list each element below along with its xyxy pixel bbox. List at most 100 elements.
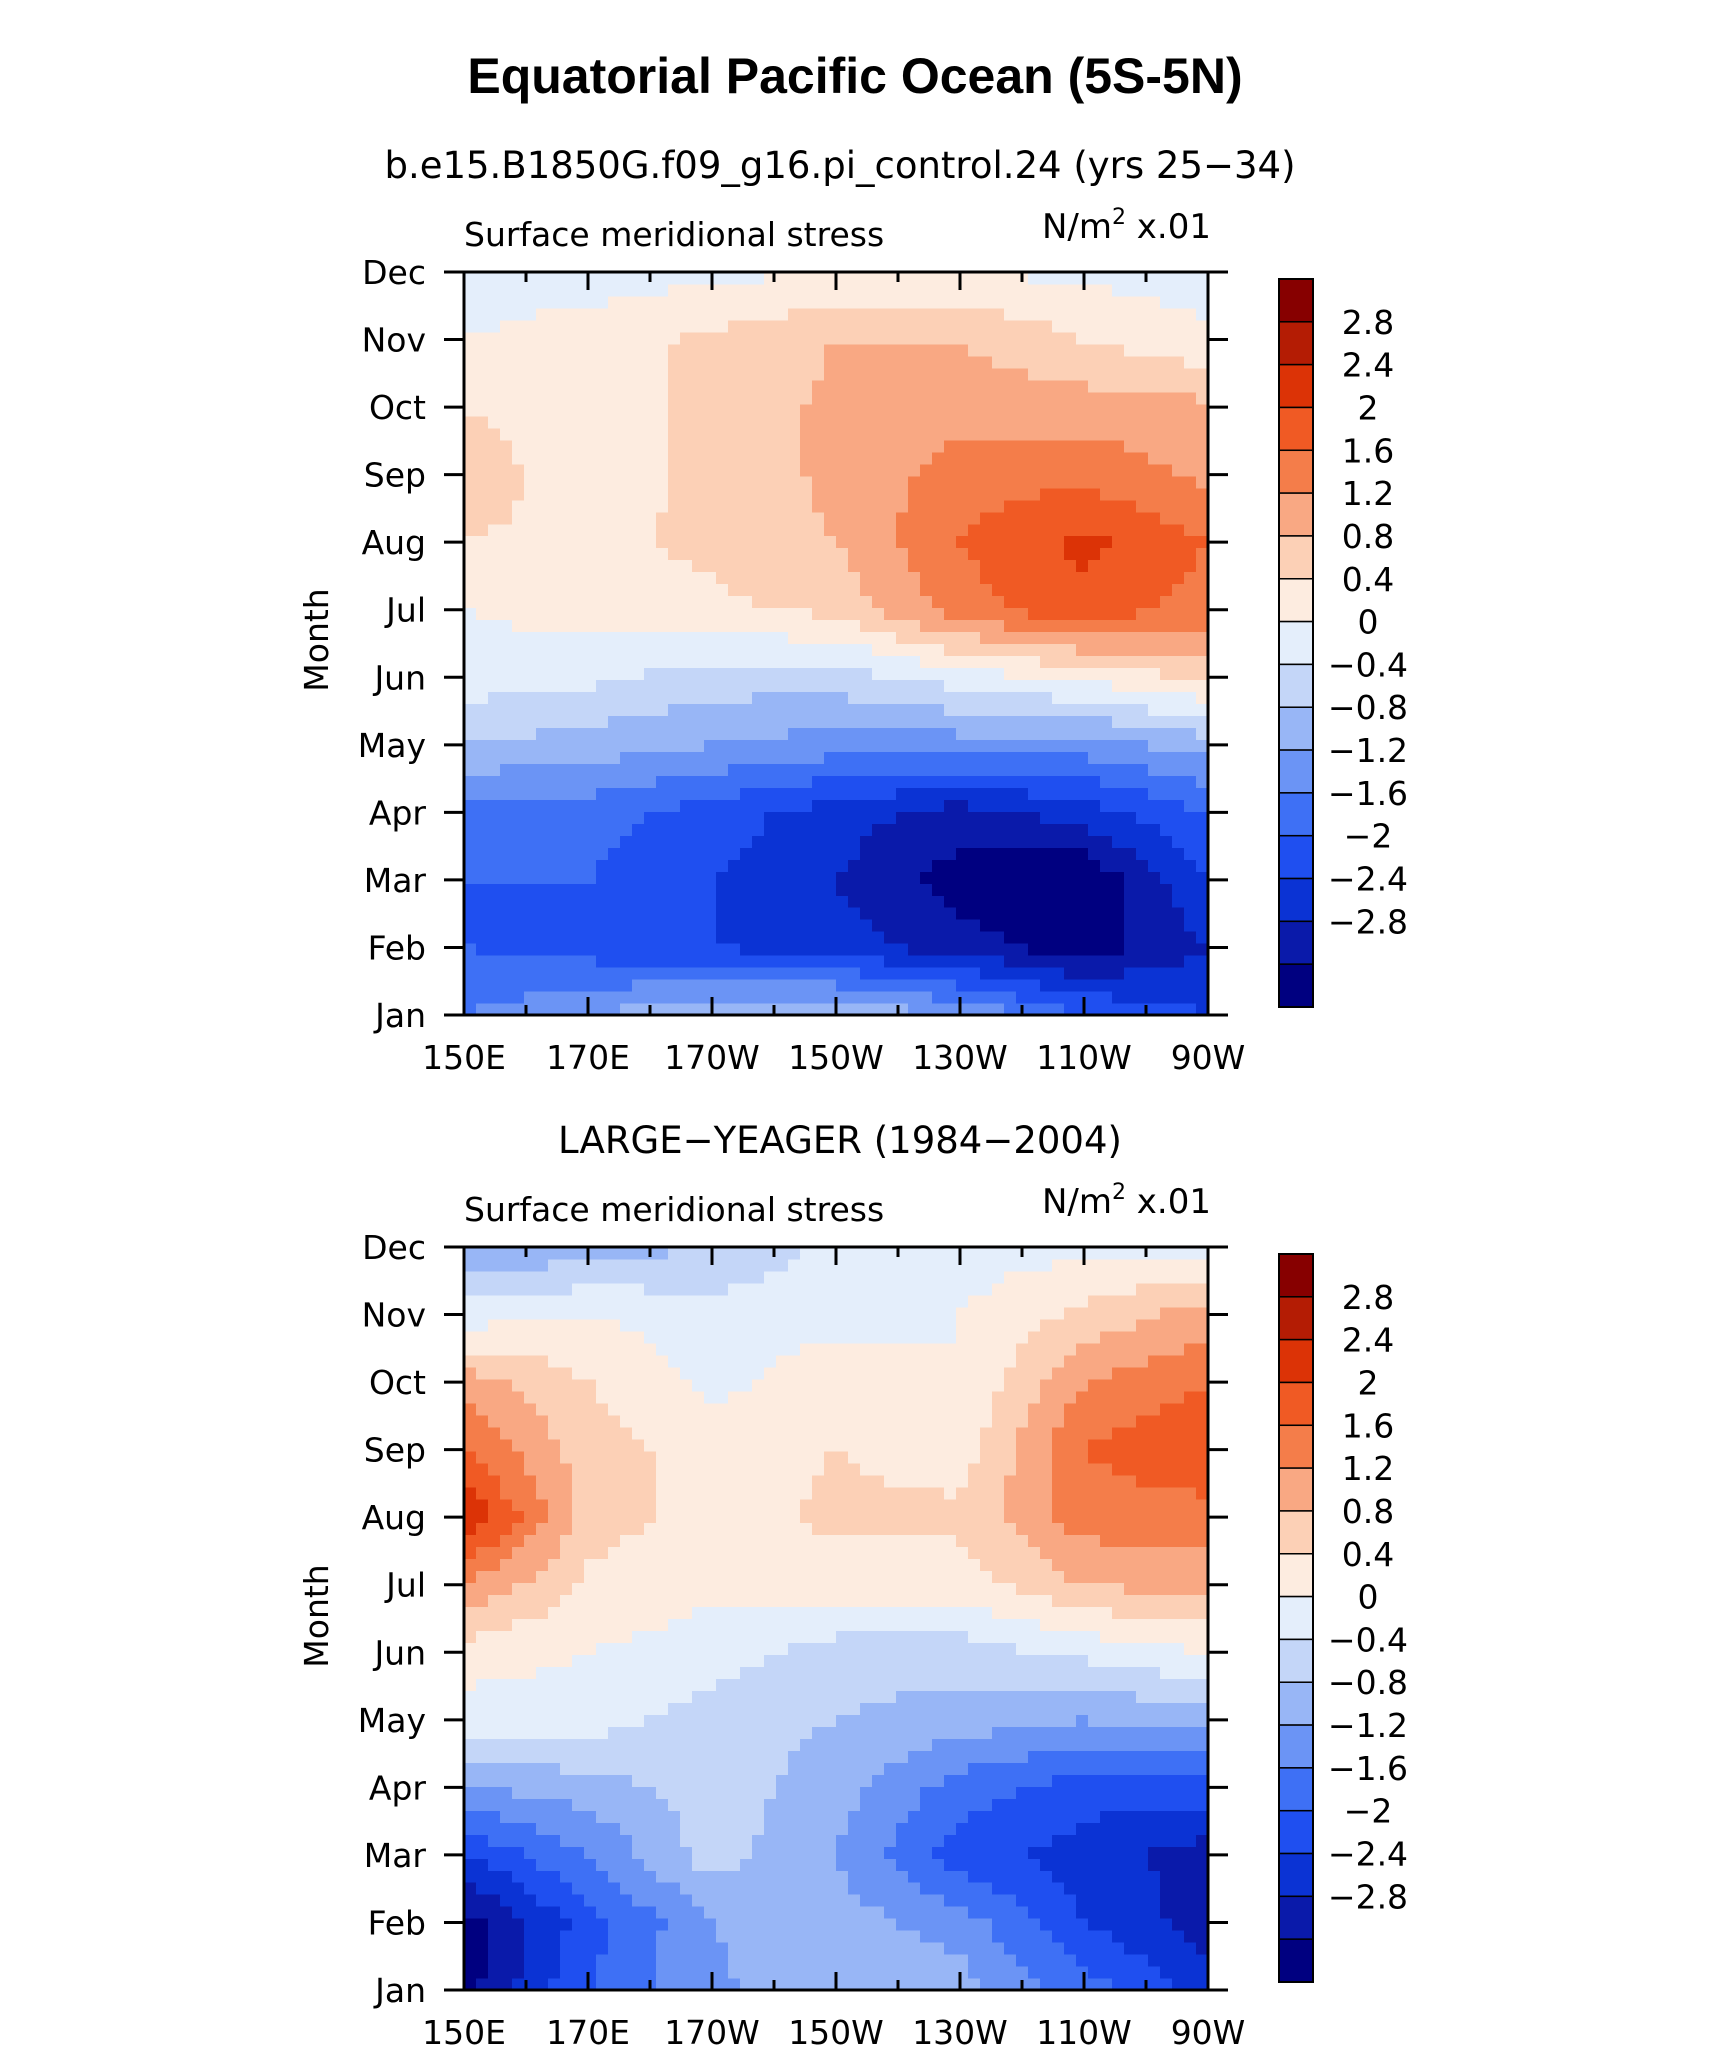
contour-cell [488, 931, 501, 944]
contour-cell [752, 451, 765, 465]
contour-cell [716, 1822, 729, 1835]
contour-cell [548, 283, 561, 297]
x-tick-label: 90W [1171, 1038, 1246, 1077]
contour-cell [572, 607, 585, 621]
contour-cell [1016, 607, 1029, 621]
contour-cell [968, 451, 981, 465]
contour-cell [1124, 607, 1137, 621]
contour-cell [1064, 643, 1077, 657]
contour-cell [980, 427, 993, 441]
contour-cell [788, 295, 801, 309]
contour-cell [584, 1798, 597, 1811]
contour-cell [920, 919, 933, 932]
contour-cell [1064, 355, 1077, 369]
contour-cell [836, 355, 849, 369]
contour-cell [992, 1858, 1005, 1871]
contour-cell [1088, 967, 1101, 980]
contour-cell [896, 667, 909, 681]
contour-cell [1196, 1798, 1209, 1811]
contour-cell [596, 955, 609, 968]
contour-cell [908, 1810, 921, 1823]
contour-cell [884, 547, 897, 561]
contour-cell [488, 307, 501, 321]
contour-cell [812, 811, 825, 824]
contour-cell [464, 343, 477, 357]
contour-cell [800, 943, 813, 956]
contour-cell [704, 391, 717, 405]
colorbar-box [1278, 278, 1314, 323]
contour-cell [860, 295, 873, 309]
contour-cell [608, 415, 621, 429]
contour-cell [1184, 1798, 1197, 1811]
contour-cell [956, 475, 969, 489]
contour-cell [476, 1966, 489, 1979]
contour-cell [740, 1846, 753, 1859]
contour-cell [788, 871, 801, 884]
contour-cell [464, 919, 477, 932]
contour-cell [644, 307, 657, 321]
contour-cell [788, 1894, 801, 1907]
contour-cell [488, 583, 501, 597]
contour-cell [956, 667, 969, 681]
contour-cell [752, 811, 765, 824]
contour-cell [836, 1822, 849, 1835]
contour-cell [1136, 427, 1149, 441]
contour-cell [704, 727, 717, 740]
contour-cell [524, 871, 537, 884]
contour-cell [716, 1846, 729, 1859]
contour-cell [1028, 1003, 1041, 1016]
contour-cell [1136, 1906, 1149, 1919]
contour-cell [1016, 727, 1029, 740]
contour-cell [464, 607, 477, 621]
contour-cell [692, 415, 705, 429]
contour-cell [1064, 691, 1077, 705]
contour-cell [476, 751, 489, 764]
contour-cell [908, 931, 921, 944]
contour-cell [668, 751, 681, 764]
contour-cell [776, 283, 789, 297]
contour-cell [908, 643, 921, 657]
contour-cell [1040, 1966, 1053, 1979]
contour-cell [1100, 1810, 1113, 1823]
contour-cell [1028, 991, 1041, 1004]
contour-cell [812, 535, 825, 549]
contour-cell [836, 703, 849, 716]
contour-cell [968, 751, 981, 764]
contour-cell [512, 475, 525, 489]
contour-cell [1040, 391, 1053, 405]
contour-cell [752, 631, 765, 645]
contour-cell [1040, 907, 1053, 920]
contour-cell [812, 859, 825, 872]
contour-cell [728, 775, 741, 788]
contour-cell [644, 643, 657, 657]
contour-cell [548, 823, 561, 836]
contour-cell [932, 787, 945, 800]
contour-cell [620, 643, 633, 657]
contour-cell [992, 1834, 1005, 1847]
contour-cell [656, 1786, 669, 1799]
contour-cell [632, 919, 645, 932]
contour-cell [932, 1966, 945, 1979]
contour-cell [1028, 811, 1041, 824]
contour-cell [680, 1954, 693, 1967]
contour-cell [824, 991, 837, 1004]
contour-cell [1172, 1798, 1185, 1811]
contour-cell [800, 895, 813, 908]
contour-cell [1088, 283, 1101, 297]
contour-cell [956, 511, 969, 525]
contour-cell [920, 1786, 933, 1799]
contour-cell [1124, 1918, 1137, 1931]
contour-cell [1184, 1954, 1197, 1967]
contour-cell [476, 451, 489, 465]
contour-cell [1016, 595, 1029, 609]
contour-cell [908, 571, 921, 585]
contour-cell [1112, 331, 1125, 345]
contour-cell [1196, 535, 1209, 549]
contour-cell [728, 559, 741, 573]
contour-cell [764, 499, 777, 513]
contour-cell [1076, 787, 1089, 800]
contour-cell [1148, 919, 1161, 932]
contour-cell [1088, 1858, 1101, 1871]
contour-cell [488, 379, 501, 393]
contour-cell [800, 727, 813, 740]
